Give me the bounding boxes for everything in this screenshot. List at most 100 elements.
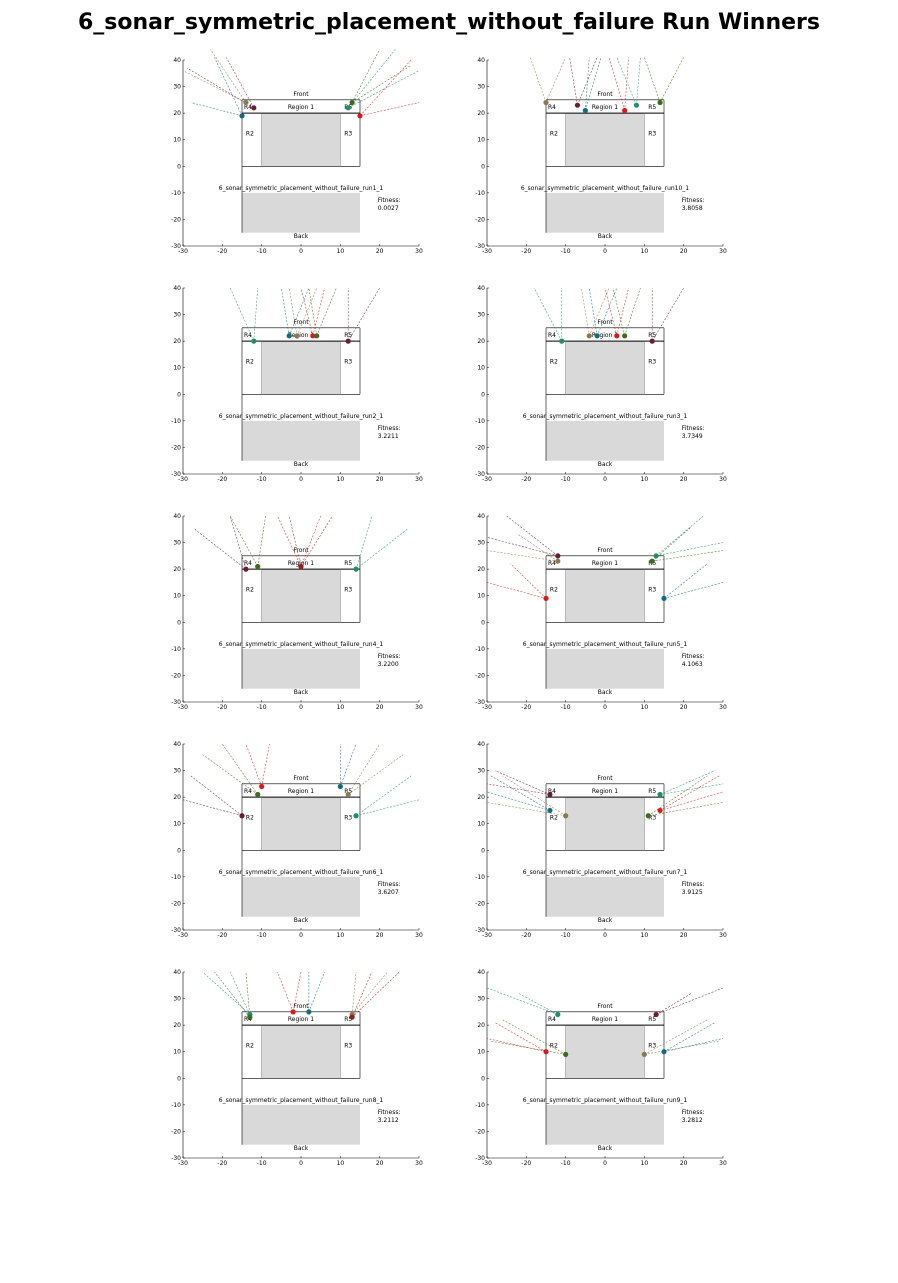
y-tick-label: -10 [171, 874, 181, 881]
sonar-sensor-point [653, 1011, 659, 1018]
back-area [242, 1104, 360, 1145]
fitness-value: 3.9125 [682, 889, 703, 896]
fitness-label: Fitness: [378, 197, 401, 204]
sonar-beam [351, 971, 388, 1015]
region-1-label: Region 1 [288, 788, 314, 795]
sonar-beam [486, 582, 547, 599]
y-tick-label: -20 [171, 672, 181, 679]
fitness-value: 3.8058 [682, 205, 703, 212]
y-tick-label: -20 [171, 216, 181, 223]
sonar-beam [502, 1019, 566, 1055]
y-tick-label: 0 [481, 1075, 485, 1082]
sonar-beam [347, 49, 396, 109]
sonar-beam [616, 57, 637, 106]
run-label: 6_sonar_symmetric_placement_without_fail… [523, 869, 688, 876]
sonar-beam [636, 57, 641, 106]
x-tick-label: 30 [415, 248, 423, 255]
sonar-beam [351, 49, 380, 103]
sonar-beam [518, 992, 558, 1015]
y-tick-label: 40 [173, 285, 181, 292]
x-tick-label: 30 [719, 476, 727, 483]
sonar-beam [300, 287, 314, 336]
x-tick-label: -20 [217, 476, 227, 483]
sonar-sensor-point [298, 563, 304, 570]
page-title: 6_sonar_symmetric_placement_without_fail… [78, 10, 820, 35]
y-tick-label: 0 [481, 847, 485, 854]
sonar-beam [644, 57, 661, 103]
r3-label: R3 [648, 1043, 656, 1050]
sensor-plot: -30 -20 -10 0 10 20 30 40 30 20 10 0 -10 -20 -30 Front R… [171, 513, 423, 711]
r2-label: R2 [550, 1043, 558, 1050]
x-tick-label: 0 [299, 1160, 303, 1167]
sonar-beam [648, 802, 724, 817]
sonar-beam [202, 971, 251, 1015]
x-tick-label: -30 [178, 932, 188, 939]
r3-label: R3 [344, 131, 352, 138]
y-tick-label: 20 [477, 566, 485, 573]
y-tick-label: 0 [177, 391, 181, 398]
sonar-beam [222, 743, 258, 795]
sonar-beam [663, 582, 724, 599]
front-label: Front [597, 1003, 613, 1010]
y-tick-label: 30 [173, 84, 181, 91]
x-tick-label: -20 [217, 1160, 227, 1167]
sensor-plot-panel: -30 -20 -10 0 10 20 30 40 30 20 10 0 -10 -20 -30 Front R… [469, 740, 727, 950]
y-tick-label: 40 [173, 57, 181, 64]
sonar-sensor-point [547, 791, 553, 798]
y-tick-label: 30 [477, 84, 485, 91]
sonar-beam [663, 563, 708, 599]
region-1-area [565, 113, 645, 167]
r4-label: R4 [548, 1016, 556, 1023]
front-label: Front [597, 91, 613, 98]
sonar-beam [644, 1019, 708, 1055]
x-tick-label: -20 [521, 704, 531, 711]
x-tick-label: 30 [415, 476, 423, 483]
sonar-beam [585, 57, 590, 111]
sonar-sensor-point [243, 566, 249, 572]
sonar-beam [253, 287, 259, 342]
back-area [242, 648, 360, 689]
run-label: 6_sonar_symmetric_placement_without_fail… [219, 869, 384, 876]
sensor-plot-panel: -30 -20 -10 0 10 20 30 40 30 20 10 0 -10 -20 -30 Front R… [469, 512, 727, 722]
y-tick-label: 0 [481, 391, 485, 398]
front-label: Front [597, 319, 613, 326]
back-area [546, 648, 664, 689]
sonar-beam [214, 57, 243, 116]
sonar-beam [351, 65, 412, 103]
sonar-beam [355, 515, 373, 570]
r5-label: R5 [648, 788, 656, 795]
sonar-beam [510, 563, 547, 599]
fitness-label: Fitness: [378, 881, 401, 888]
x-tick-label: 20 [680, 476, 688, 483]
fitness-label: Fitness: [378, 1109, 401, 1116]
x-tick-label: 20 [680, 932, 688, 939]
sonar-beam [659, 775, 720, 811]
sonar-sensor-point [337, 783, 343, 790]
sonar-beam [348, 754, 404, 795]
back-label: Back [598, 689, 613, 696]
x-tick-label: 10 [641, 704, 649, 711]
sonar-beam [648, 775, 708, 816]
fitness-label: Fitness: [682, 425, 705, 432]
back-label: Back [294, 233, 309, 240]
run-label: 6_sonar_symmetric_placement_without_fail… [523, 1097, 688, 1104]
x-tick-label: 30 [719, 248, 727, 255]
sonar-beam [277, 515, 302, 567]
x-tick-label: -10 [561, 248, 571, 255]
y-tick-label: 40 [477, 513, 485, 520]
sonar-sensor-point [286, 333, 292, 339]
sonar-beam [494, 1022, 547, 1052]
sonar-sensor-point [594, 333, 600, 339]
r2-label: R2 [246, 131, 254, 138]
sensor-plot: -30 -20 -10 0 10 20 30 40 30 20 10 0 -10 -20 -30 Front R… [171, 969, 423, 1167]
x-tick-label: -30 [178, 248, 188, 255]
sonar-sensor-point [622, 107, 628, 114]
y-tick-label: 30 [477, 312, 485, 319]
sonar-sensor-point [641, 1051, 647, 1057]
y-tick-label: 10 [477, 137, 485, 144]
x-tick-label: -20 [217, 704, 227, 711]
x-tick-label: 10 [641, 1160, 649, 1167]
sonar-beam [533, 287, 562, 342]
sensor-plot: -30 -20 -10 0 10 20 30 40 30 20 10 0 -10 -20 -30 Front R… [475, 741, 727, 939]
back-label: Back [294, 461, 309, 468]
